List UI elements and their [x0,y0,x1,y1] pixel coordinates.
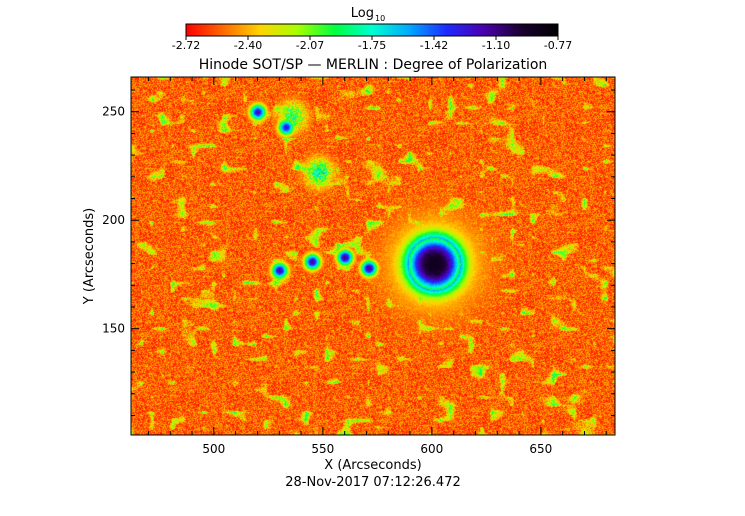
colorbar-tick-label: -1.75 [358,39,386,52]
chart-title: Hinode SOT/SP — MERLIN : Degree of Polar… [199,57,548,73]
colorbar-bar [185,23,559,37]
y-tick-label: 250 [102,105,125,119]
colorbar-ticks: -2.72 -2.40 -2.07 -1.75 -1.42 -1.10 -0.77 [172,36,572,52]
heatmap-image [131,77,615,435]
colorbar: Log 10 -2.72 -2.40 -2.07 -1.75 -1.42 -1.10 -0.… [172,6,572,52]
y-tick-label: 200 [102,213,125,227]
colorbar-tick-label: -2.07 [296,39,324,52]
colorbar-tick-label: -0.77 [544,39,572,52]
colorbar-tick-label: -1.42 [420,39,448,52]
x-axis: 500 550 600 650 [147,77,607,456]
colorbar-label: Log [351,6,374,21]
colorbar-tick-label: -2.40 [234,39,262,52]
plot-area: 500 550 600 650 150 200 250 [102,76,616,456]
colorbar-tick-label: -2.72 [172,39,200,52]
x-axis-label: X (Arcseconds) [324,458,421,473]
timestamp: 28-Nov-2017 07:12:26.472 [285,475,461,490]
x-tick-label: 550 [311,442,334,456]
plot-frame [130,76,616,436]
colorbar-tick-label: -1.10 [482,39,510,52]
colorbar-label-subscript: 10 [375,14,385,23]
y-axis-label: Y (Arcseconds) [82,208,97,305]
y-tick-label: 150 [102,322,125,336]
y-axis: 150 200 250 [102,89,615,416]
x-tick-label: 650 [529,442,552,456]
x-tick-label: 600 [420,442,443,456]
x-tick-label: 500 [202,442,225,456]
